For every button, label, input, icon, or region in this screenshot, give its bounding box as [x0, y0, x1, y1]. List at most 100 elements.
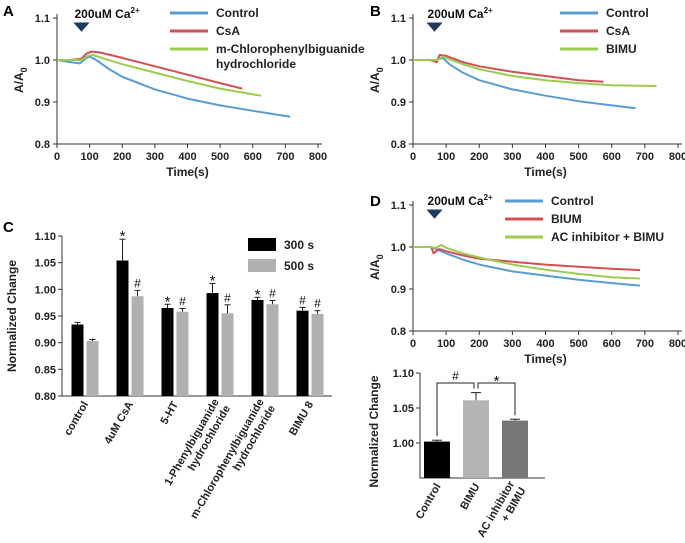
panel-label-a: A	[3, 3, 14, 20]
x-tick-label: 0	[54, 151, 60, 163]
bar	[463, 400, 489, 478]
panel-label-d: D	[370, 193, 381, 210]
category-label-line: 5-HT	[158, 399, 181, 426]
series-line-3	[413, 55, 657, 87]
x-tick-label: 400	[536, 338, 554, 350]
series-line-2	[413, 54, 604, 83]
y-axis-label-text: A/A	[368, 259, 382, 280]
bar	[161, 308, 174, 396]
y-tick-label: 1.0	[35, 55, 50, 67]
legend-swatch	[248, 238, 276, 251]
y-axis-label-text: A/A	[12, 72, 26, 93]
line-chart-b: 0.8 0.9 1.0 1.1 0 100 200 300 400 500 600 700 800 Tim…	[368, 6, 685, 179]
significance-mark: #	[179, 295, 186, 309]
series-line-1	[56, 55, 291, 118]
category-label-line: control	[62, 400, 91, 438]
x-axis-label: Time(s)	[524, 352, 566, 366]
category-label-line: Control	[414, 482, 444, 522]
category-label: Control	[414, 482, 444, 522]
x-tick-label: 0	[410, 151, 416, 163]
x-tick-label: 200	[113, 151, 131, 163]
calcium-annotation-superscript: 2+	[484, 6, 493, 15]
legend-label: 500 s	[284, 259, 314, 273]
y-axis-label: Normalized Change	[5, 260, 19, 372]
calcium-annotation-text: 200uM Ca	[428, 7, 484, 21]
legend-label: BIUM	[551, 212, 582, 226]
bar	[131, 296, 144, 396]
y-tick-label: 0.90	[35, 338, 56, 350]
legend-swatch	[248, 259, 276, 272]
y-tick-label: 1.00	[393, 438, 414, 450]
y-axis-label: A/A0	[368, 67, 385, 93]
y-tick-label: 1.05	[393, 403, 414, 415]
legend-label: Control	[606, 6, 649, 20]
calcium-annotation: 200uM Ca2+	[74, 6, 139, 21]
x-tick-label: 800	[309, 151, 327, 163]
y-tick-label: 0.9	[391, 284, 406, 296]
calcium-addition-marker	[73, 22, 90, 32]
x-tick-label: 0	[410, 338, 416, 350]
x-tick-label: 700	[636, 151, 654, 163]
legend-label-line: m-Chlorophenylbiguanide	[216, 42, 365, 56]
bar-chart-c: 0.80 0.85 0.90 0.95 1.00 1.05 1.10 Normalized C…	[5, 228, 332, 521]
y-tick-label: 1.0	[391, 242, 406, 254]
significance-mark: #	[452, 369, 459, 383]
bar	[116, 260, 129, 396]
category-label: BIMU	[458, 481, 482, 511]
legend-label: CsA	[606, 24, 630, 38]
category-label-line: 4uM CsA	[102, 399, 136, 446]
significance-mark: *	[494, 373, 500, 390]
series-line-2	[413, 246, 640, 272]
x-axis-label: Time(s)	[166, 165, 208, 179]
bar	[206, 293, 219, 396]
calcium-annotation: 200uM Ca2+	[428, 193, 493, 208]
significance-mark: #	[134, 276, 141, 290]
bar-chart-d-inset: 1.00 1.05 1.10 Normalized Change Control BIMU…	[367, 368, 545, 543]
significance-mark: #	[299, 293, 306, 307]
y-axis-label-text: A/A	[368, 72, 382, 93]
calcium-annotation-superscript: 2+	[131, 6, 140, 15]
bar	[71, 324, 84, 396]
legend-label: CsA	[216, 24, 240, 38]
significance-mark: *	[165, 293, 171, 310]
significance-mark: *	[210, 272, 216, 289]
y-tick-label: 1.00	[35, 284, 56, 296]
legend-label: 300 s	[284, 238, 314, 252]
y-tick-label: 1.1	[391, 13, 406, 25]
y-tick-label: 1.05	[35, 258, 56, 270]
bar	[86, 341, 99, 396]
panel-label-c: C	[3, 219, 14, 236]
x-tick-label: 300	[503, 151, 521, 163]
x-tick-label: 500	[569, 338, 587, 350]
calcium-annotation-text: 200uM Ca	[74, 7, 130, 21]
calcium-annotation: 200uM Ca2+	[428, 6, 493, 21]
category-label-line: BIMU	[458, 481, 482, 511]
bar	[502, 420, 528, 478]
significance-mark: #	[314, 297, 321, 311]
bar	[424, 441, 450, 478]
x-tick-label: 100	[80, 151, 98, 163]
category-label: BIMU 8	[287, 400, 316, 438]
legend-label: Control	[551, 194, 594, 208]
calcium-annotation-text: 200uM Ca	[428, 194, 484, 208]
legend-label: Control	[216, 6, 259, 20]
bar	[221, 313, 234, 396]
x-tick-label: 500	[569, 151, 587, 163]
significance-bracket	[477, 382, 516, 416]
y-tick-label: 0.9	[35, 97, 50, 109]
y-tick-label: 1.10	[393, 368, 414, 380]
x-tick-label: 300	[503, 338, 521, 350]
y-tick-label: 0.8	[391, 326, 406, 338]
calcium-addition-marker	[426, 22, 443, 32]
bar	[251, 300, 264, 396]
y-tick-label: 0.95	[35, 311, 56, 323]
y-tick-label: 1.10	[35, 231, 56, 243]
line-chart-d: 0.8 0.9 1.0 1.1 0 100 200 300 400 500 600 700 800 Tim…	[368, 193, 685, 366]
x-tick-label: 200	[470, 338, 488, 350]
x-tick-label: 500	[211, 151, 229, 163]
category-label: AC inhibitor+ BIMU	[475, 478, 528, 543]
x-tick-label: 700	[636, 338, 654, 350]
x-tick-label: 400	[178, 151, 196, 163]
bar	[296, 310, 309, 396]
